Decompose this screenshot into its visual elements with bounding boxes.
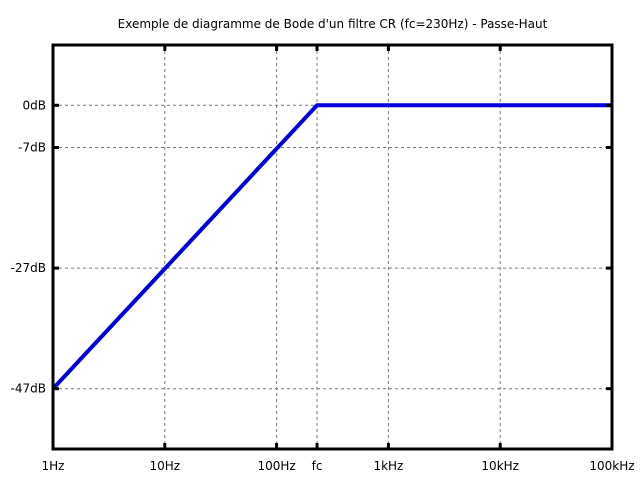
ticks-layer xyxy=(51,45,614,449)
x-tick-label: 10Hz xyxy=(150,459,181,473)
x-tick-label: 100Hz xyxy=(257,459,295,473)
series-layer xyxy=(51,103,612,391)
y-tick-label: -27dB xyxy=(11,261,46,275)
x-tick-labels: 1Hz 10Hz 100Hz fc 1kHz 10kHz 100kHz xyxy=(42,459,635,473)
plot-frame xyxy=(51,43,614,451)
y-tick-label: -7dB xyxy=(18,141,46,155)
chart-title: Exemple de diagramme de Bode d'un filtre… xyxy=(118,17,548,31)
x-tick-label: 1Hz xyxy=(42,459,65,473)
grid xyxy=(53,45,612,449)
series-line xyxy=(51,103,612,391)
y-tick-label: 0dB xyxy=(23,98,46,112)
x-tick-label: 1kHz xyxy=(373,459,403,473)
y-tick-labels: 0dB -7dB -27dB -47dB xyxy=(11,98,46,395)
x-tick-label: 10kHz xyxy=(481,459,519,473)
y-tick-label: -47dB xyxy=(11,382,46,396)
x-tick-label: fc xyxy=(312,459,323,473)
x-tick-label: 100kHz xyxy=(589,459,634,473)
